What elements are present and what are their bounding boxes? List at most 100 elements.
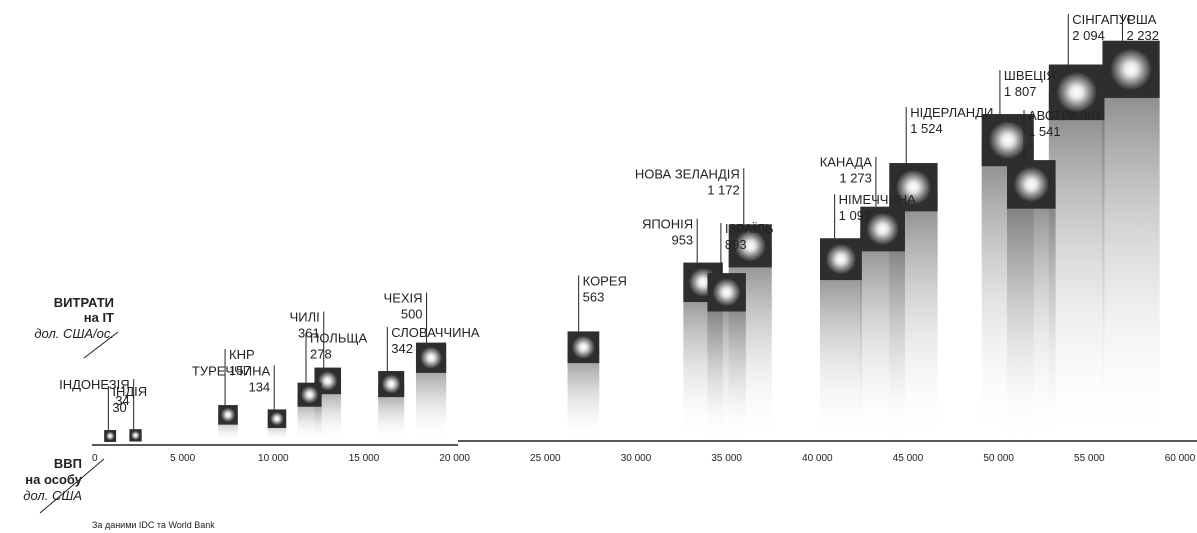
data-points	[104, 40, 1160, 442]
data-point-glow	[734, 230, 766, 262]
y-axis-unit: дол. США/ос.	[34, 326, 114, 341]
point-name-label: ЯПОНІЯ	[642, 217, 693, 232]
x-axis	[39, 331, 1197, 514]
data-point-glow	[1110, 48, 1152, 90]
point-value-label: 1 172	[707, 182, 740, 197]
x-tick-label: 35 000	[711, 453, 742, 464]
point-name-label: ІНДІЯ	[112, 384, 147, 399]
point-value-label: 342	[391, 341, 413, 356]
x-tick-label: 40 000	[802, 453, 833, 464]
fade-column	[1048, 92, 1105, 442]
point-value-label: 1 541	[1028, 124, 1061, 139]
fade-column	[707, 292, 746, 441]
data-point	[981, 114, 1034, 167]
point-name-label: США	[1126, 12, 1156, 27]
data-point	[129, 429, 142, 442]
point-value-label: 134	[248, 379, 270, 394]
data-point-glow	[571, 335, 595, 359]
point-name-label: ШВЕЦІЯ	[1004, 68, 1056, 83]
x-tick-label: 30 000	[621, 453, 652, 464]
data-point	[889, 163, 938, 212]
point-name-label: ЧИЛІ	[290, 310, 320, 325]
point-value-label: 157	[229, 363, 251, 378]
data-point	[314, 367, 342, 395]
x-axis-title-line-2: на особу	[25, 472, 82, 487]
fade-columns	[104, 69, 1160, 442]
x-tick-label: 15 000	[349, 453, 380, 464]
data-point-glow	[220, 407, 236, 422]
fade-column	[1102, 69, 1160, 441]
x-tick-labels: 0 5 000 10 000 15 000 20 000 25 000 30 000 35 0…	[92, 453, 1196, 464]
point-name-label: СІНГАПУР	[1072, 12, 1135, 27]
data-point	[819, 238, 862, 281]
data-point	[378, 371, 405, 398]
data-point	[1102, 40, 1160, 98]
point-value-label: 278	[310, 347, 332, 362]
data-point	[297, 382, 322, 407]
point-value-label: 1 092	[839, 208, 872, 223]
x-tick-label: 0	[92, 453, 98, 464]
x-axis-title: ВВП	[54, 456, 82, 471]
x-axis-unit: дол. США	[23, 488, 82, 503]
data-point-glow	[866, 212, 899, 246]
data-point-glow	[131, 430, 140, 440]
x-tick-label: 25 000	[530, 453, 561, 464]
data-point-glow	[712, 278, 741, 307]
point-name-label: СЛОВАЧЧИНА	[391, 325, 480, 340]
point-name-label: ТУРЕЧЧИНА	[192, 363, 271, 378]
data-point-glow	[381, 374, 401, 394]
x-axis-pointer-line	[39, 458, 105, 514]
x-tick-label: 50 000	[983, 453, 1014, 464]
point-value-label: 2 232	[1126, 28, 1159, 43]
data-point-glow	[825, 244, 856, 275]
point-value-label: 500	[401, 307, 423, 322]
point-name-label: ЧЕХІЯ	[384, 291, 423, 306]
data-point-glow	[1013, 166, 1049, 202]
data-point-glow	[896, 169, 931, 205]
data-point-glow	[988, 121, 1027, 159]
point-name-label: НОВА ЗЕЛАНДІЯ	[635, 166, 740, 181]
point-value-label: 2 094	[1072, 28, 1105, 43]
point-name-label: АВСТРАЛІЯ	[1028, 108, 1100, 123]
y-axis-title: ВИТРАТИ	[54, 295, 114, 310]
point-value-label: 1 273	[839, 171, 872, 186]
data-point	[728, 224, 772, 268]
point-name-label: КОРЕЯ	[583, 273, 627, 288]
x-tick-label: 60 000	[1165, 453, 1196, 464]
fade-column	[819, 259, 862, 441]
point-value-label: 563	[583, 289, 605, 304]
y-axis-pointer-line	[83, 331, 119, 359]
data-point	[1048, 64, 1105, 121]
x-tick-label: 10 000	[258, 453, 289, 464]
point-value-label: 361	[298, 326, 320, 341]
data-point	[567, 331, 600, 364]
y-axis-title-line-2: на IT	[84, 310, 114, 325]
x-tick-label: 45 000	[893, 453, 924, 464]
data-point	[707, 273, 746, 312]
data-point	[860, 206, 905, 252]
data-point-glow	[270, 412, 284, 426]
data-point-glow	[420, 346, 442, 369]
point-value-label: 1 807	[1004, 84, 1037, 99]
point-name-label: КНР	[229, 347, 255, 362]
point-value-label: 1 524	[910, 121, 943, 136]
data-point-glow	[318, 371, 338, 391]
x-tick-label: 5 000	[170, 453, 195, 464]
data-point	[104, 430, 117, 442]
data-point	[415, 342, 447, 373]
point-name-label: ПОЛЬЩА	[310, 331, 368, 346]
point-name-label: КАНАДА	[820, 155, 873, 170]
data-point	[218, 405, 238, 425]
fade-column	[1007, 184, 1056, 441]
point-value-label: 30	[112, 400, 126, 415]
data-point-glow	[105, 431, 115, 441]
fade-column	[860, 229, 905, 441]
data-point	[1007, 160, 1056, 209]
source-note: За даними IDC та World Bank	[92, 520, 215, 530]
x-tick-label: 55 000	[1074, 453, 1105, 464]
data-point-glow	[300, 386, 319, 404]
data-point	[267, 409, 287, 428]
x-tick-label: 20 000	[439, 453, 470, 464]
